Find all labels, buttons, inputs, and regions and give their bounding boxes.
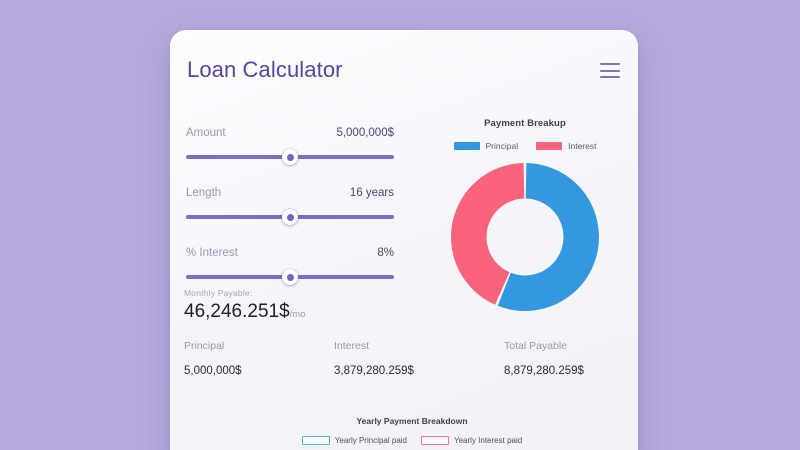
interest-slider[interactable] <box>186 269 394 285</box>
donut-slice-interest[interactable] <box>451 163 525 305</box>
hamburger-line <box>600 76 620 78</box>
slider-thumb-amount[interactable] <box>282 149 298 165</box>
legend-swatch-interest <box>536 142 563 150</box>
stat-value: 5,000,000$ <box>184 365 242 377</box>
yearly-breakdown-legend: Yearly Principal paid Yearly Interest pa… <box>186 436 638 445</box>
stat-total-payable: Total Payable 8,879,280.259$ <box>504 340 584 377</box>
slider-thumb-length[interactable] <box>282 209 298 225</box>
stat-label: Principal <box>184 340 225 352</box>
monthly-payable-suffix: /mo <box>289 309 306 320</box>
legend-label-principal: Principal <box>485 141 519 151</box>
stat-value: 3,879,280.259$ <box>334 365 414 377</box>
monthly-payable-label: Monthly Payable: <box>184 288 253 298</box>
legend-swatch-yearly-interest <box>421 436 449 445</box>
legend-swatch-principal <box>453 142 480 150</box>
hamburger-menu-icon[interactable] <box>600 63 620 78</box>
stat-label: Interest <box>334 340 370 352</box>
amount-slider[interactable] <box>186 149 394 165</box>
slider-row-length: Length 16 years <box>186 187 394 225</box>
stat-interest: Interest 3,879,280.259$ <box>334 340 414 377</box>
legend-label-yearly-interest: Yearly Interest paid <box>454 436 523 445</box>
slider-label-amount: Amount <box>186 127 226 139</box>
stat-principal: Principal 5,000,000$ <box>184 340 242 377</box>
donut-slice-principal[interactable] <box>497 163 599 311</box>
page-title: Loan Calculator <box>187 57 343 82</box>
monthly-payable-block: Monthly Payable: 46,246.251$/mo <box>184 288 306 323</box>
yearly-breakdown-title: Yearly Payment Breakdown <box>356 416 468 426</box>
slider-value-amount: 5,000,000$ <box>336 127 394 139</box>
monthly-payable-amount: 46,246.251$ <box>184 301 290 322</box>
hamburger-line <box>600 63 620 65</box>
stat-label: Total Payable <box>504 340 568 352</box>
hamburger-line <box>600 69 620 72</box>
loan-calculator-card: Loan Calculator Amount 5,000,000$ Length… <box>170 30 638 450</box>
payment-breakup-chart: Payment Breakup Principal Interest <box>416 118 634 313</box>
slider-thumb-interest[interactable] <box>282 269 298 285</box>
slider-head: Length 16 years <box>186 187 394 199</box>
slider-value-length: 16 years <box>349 187 394 199</box>
legend-label-yearly-principal: Yearly Principal paid <box>334 436 407 445</box>
slider-group: Amount 5,000,000$ Length 16 years % Inte… <box>186 127 394 285</box>
legend-item-yearly-principal[interactable]: Yearly Principal paid <box>301 436 407 445</box>
monthly-payable-value: 46,246.251$/mo <box>184 301 306 323</box>
slider-head: % Interest 8% <box>186 247 394 259</box>
slider-row-interest: % Interest 8% <box>186 247 394 285</box>
slider-label-length: Length <box>186 187 222 199</box>
legend-swatch-yearly-principal <box>301 436 330 445</box>
payment-breakup-legend: Principal Interest <box>416 141 634 151</box>
yearly-breakdown-chart: Yearly Payment Breakdown Yearly Principa… <box>170 416 638 445</box>
legend-label-interest: Interest <box>568 141 597 151</box>
slider-row-amount: Amount 5,000,000$ <box>186 127 394 165</box>
legend-item-principal[interactable]: Principal <box>453 141 519 151</box>
legend-item-yearly-interest[interactable]: Yearly Interest paid <box>421 436 522 445</box>
payment-breakup-title: Payment Breakup <box>484 118 566 129</box>
length-slider[interactable] <box>186 209 394 225</box>
donut-svg <box>451 163 599 311</box>
slider-label-interest: % Interest <box>186 247 238 259</box>
donut-chart <box>440 161 610 313</box>
legend-item-interest[interactable]: Interest <box>536 141 596 151</box>
slider-head: Amount 5,000,000$ <box>186 127 394 139</box>
card-header: Loan Calculator <box>170 30 638 102</box>
slider-value-interest: 8% <box>377 247 394 259</box>
stat-value: 8,879,280.259$ <box>504 365 584 377</box>
